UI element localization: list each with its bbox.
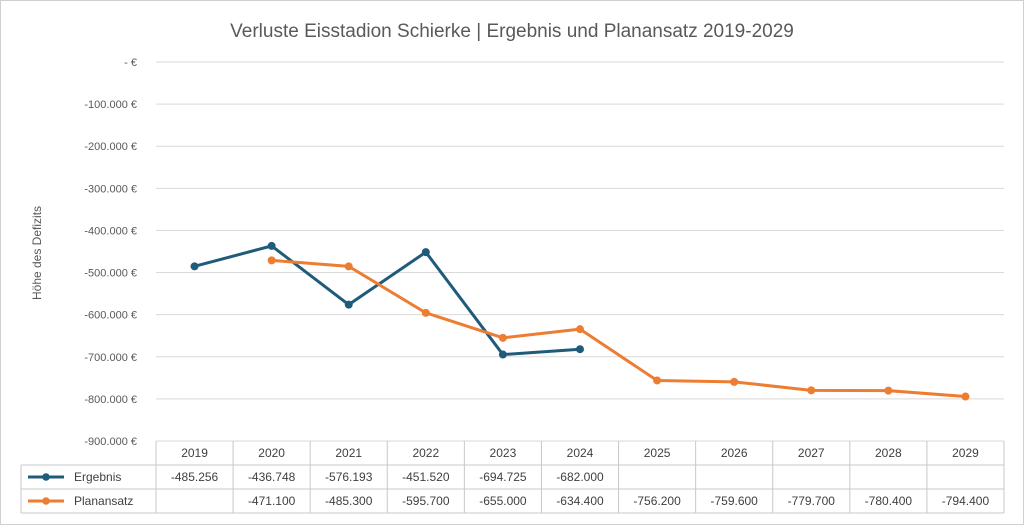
y-tick-label: -400.000 € <box>84 225 137 237</box>
data-point <box>421 308 430 317</box>
table-value: -694.725 <box>479 470 527 484</box>
x-category-label: 2019 <box>181 446 208 460</box>
table-value: -485.300 <box>325 494 373 508</box>
y-tick-label: -600.000 € <box>84 310 137 322</box>
data-point <box>498 350 507 359</box>
chart-title: Verluste Eisstadion Schierke | Ergebnis … <box>230 21 794 42</box>
data-point <box>344 300 353 309</box>
series-line <box>194 244 581 357</box>
data-point <box>653 376 662 385</box>
y-axis-tick-labels: - € -100.000 € -200.000 € -300.000 € -400.00… <box>84 57 137 448</box>
table-value: -655.000 <box>479 494 527 508</box>
table-value: -780.400 <box>865 494 913 508</box>
table-value: -471.100 <box>248 494 296 508</box>
x-category-label: 2025 <box>644 446 671 460</box>
series-line <box>271 258 966 399</box>
x-category-label: 2020 <box>258 446 285 460</box>
legend-key-marker <box>42 497 50 505</box>
legend-label: Planansatz <box>74 494 133 508</box>
table-value: -682.000 <box>556 470 604 484</box>
table-value: -436.748 <box>248 470 296 484</box>
x-category-label: 2026 <box>721 446 748 460</box>
y-tick-label: -900.000 € <box>84 436 137 448</box>
data-point <box>344 262 353 271</box>
data-point <box>576 345 584 354</box>
data-point <box>498 333 507 342</box>
table-value: -756.200 <box>633 494 681 508</box>
data-point <box>884 386 893 395</box>
data-point <box>267 241 276 250</box>
y-tick-label: -800.000 € <box>84 394 137 406</box>
x-category-label: 2024 <box>567 446 594 460</box>
series-ergebnis <box>190 241 584 359</box>
y-tick-label: -500.000 € <box>84 268 137 280</box>
gridlines <box>156 61 1004 442</box>
x-category-label: 2028 <box>875 446 902 460</box>
data-table: 2019 2020 2021 2022 2023 2024 2025 2026 2027 2028… <box>20 441 1005 514</box>
table-value: -451.520 <box>402 470 450 484</box>
data-point <box>807 386 816 395</box>
y-tick-label: -700.000 € <box>84 352 137 364</box>
y-tick-label: -100.000 € <box>84 99 137 111</box>
x-category-label: 2029 <box>952 446 979 460</box>
y-tick-label: -200.000 € <box>84 141 137 153</box>
table-value: -595.700 <box>402 494 450 508</box>
data-point <box>730 377 739 386</box>
data-point <box>576 325 584 334</box>
legend-key-marker <box>42 473 50 481</box>
y-axis-title: Höhe des Defizits <box>30 206 44 300</box>
legend-label: Ergebnis <box>74 470 121 484</box>
series-planansatz <box>267 256 970 401</box>
data-point <box>961 392 970 401</box>
data-point <box>190 262 199 271</box>
x-category-label: 2022 <box>412 446 439 460</box>
table-value: -576.193 <box>325 470 373 484</box>
y-tick-label: - € <box>124 57 137 69</box>
data-point <box>267 256 276 265</box>
y-tick-label: -300.000 € <box>84 183 137 195</box>
table-value: -759.600 <box>710 494 758 508</box>
table-value: -634.400 <box>556 494 604 508</box>
table-value: -779.700 <box>788 494 836 508</box>
series-lines <box>190 241 970 401</box>
table-value: -794.400 <box>942 494 990 508</box>
data-point <box>421 248 430 257</box>
x-category-label: 2023 <box>490 446 517 460</box>
table-value: -485.256 <box>171 470 219 484</box>
x-category-label: 2027 <box>798 446 825 460</box>
x-category-label: 2021 <box>335 446 362 460</box>
